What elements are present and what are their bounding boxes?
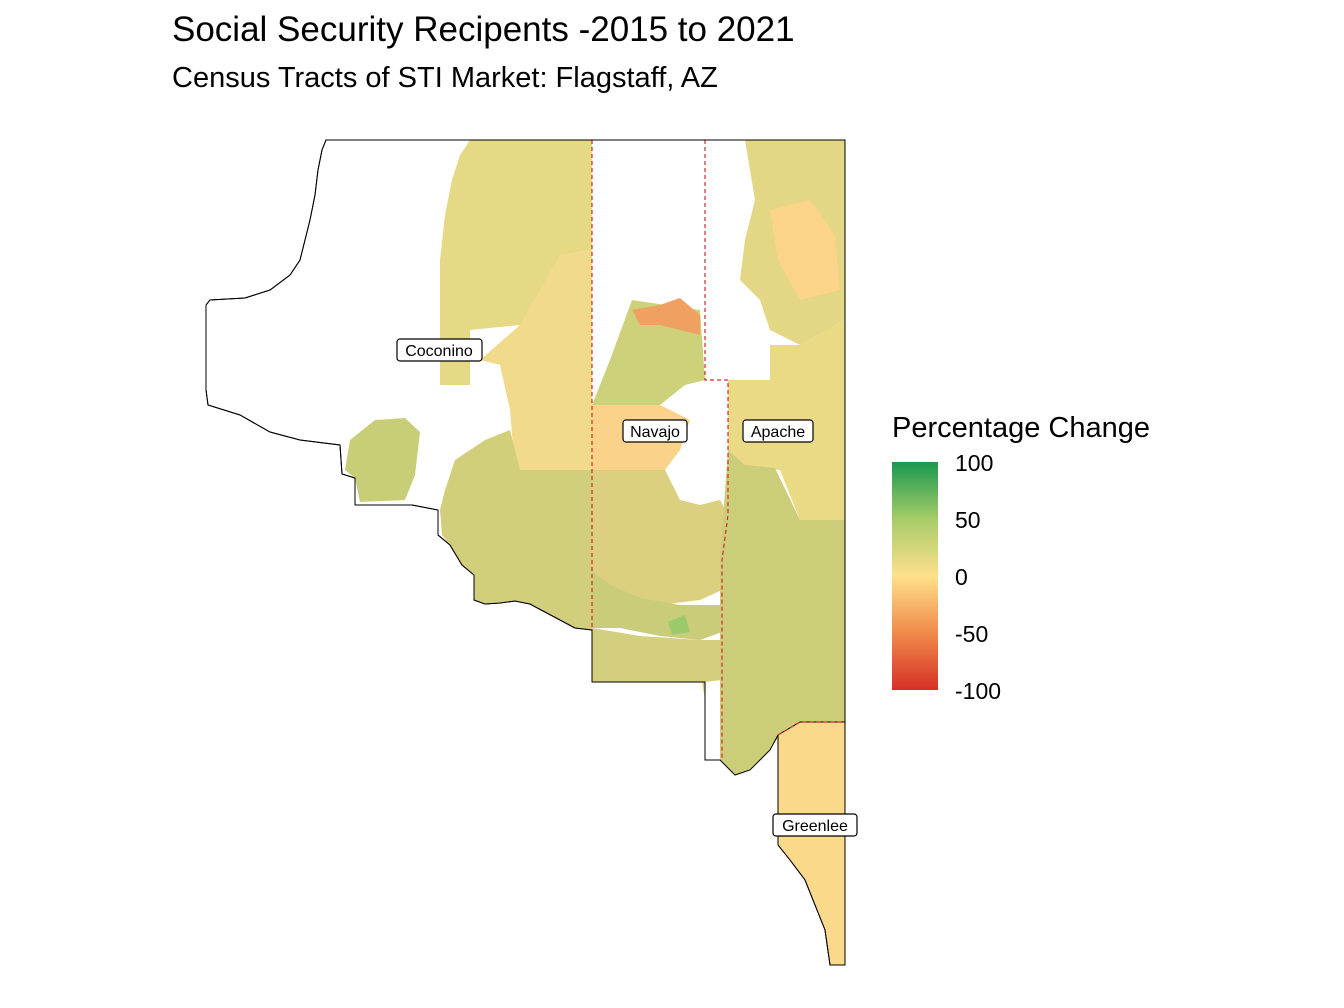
legend-color-bar — [892, 462, 938, 690]
county-label-greenlee: Greenlee — [772, 813, 858, 837]
market-outline — [205, 139, 846, 966]
tract-apache-orange — [770, 200, 840, 300]
tract-apache-south — [720, 450, 845, 775]
svg-text:Coconino: Coconino — [405, 343, 473, 360]
legend-tick-neg100: -100 — [955, 678, 1002, 704]
svg-text:Apache: Apache — [751, 424, 805, 441]
county-label-apache: Apache — [742, 419, 814, 443]
tract-coconino-north — [440, 140, 592, 385]
svg-text:Greenlee: Greenlee — [782, 818, 848, 835]
county-label-navajo: Navajo — [622, 419, 688, 443]
tract-coconino-central — [480, 250, 592, 470]
tract-navajo-low — [592, 570, 722, 640]
greenlee-outline — [777, 721, 846, 966]
county-label-coconino: Coconino — [396, 338, 483, 362]
tract-navajo-small — [668, 615, 690, 635]
navajo-apache-boundary — [704, 140, 729, 760]
map-title: Social Security Recipents -2015 to 2021 — [172, 10, 795, 49]
legend-title: Percentage Change — [892, 412, 1150, 444]
legend-tick-50: 50 — [955, 507, 981, 533]
legend-tick-0: 0 — [955, 564, 968, 590]
tract-navajo-south — [592, 470, 728, 605]
svg-text:Navajo: Navajo — [630, 424, 680, 441]
tract-navajo-red — [632, 298, 700, 335]
tract-coconino-south — [440, 430, 592, 630]
apache-greenlee-boundary — [777, 721, 845, 736]
map-subtitle: Census Tracts of STI Market: Flagstaff, … — [172, 62, 718, 94]
tract-coconino-west-island — [345, 418, 420, 502]
legend-tick-neg50: -50 — [955, 621, 989, 647]
legend-tick-100: 100 — [955, 450, 994, 476]
